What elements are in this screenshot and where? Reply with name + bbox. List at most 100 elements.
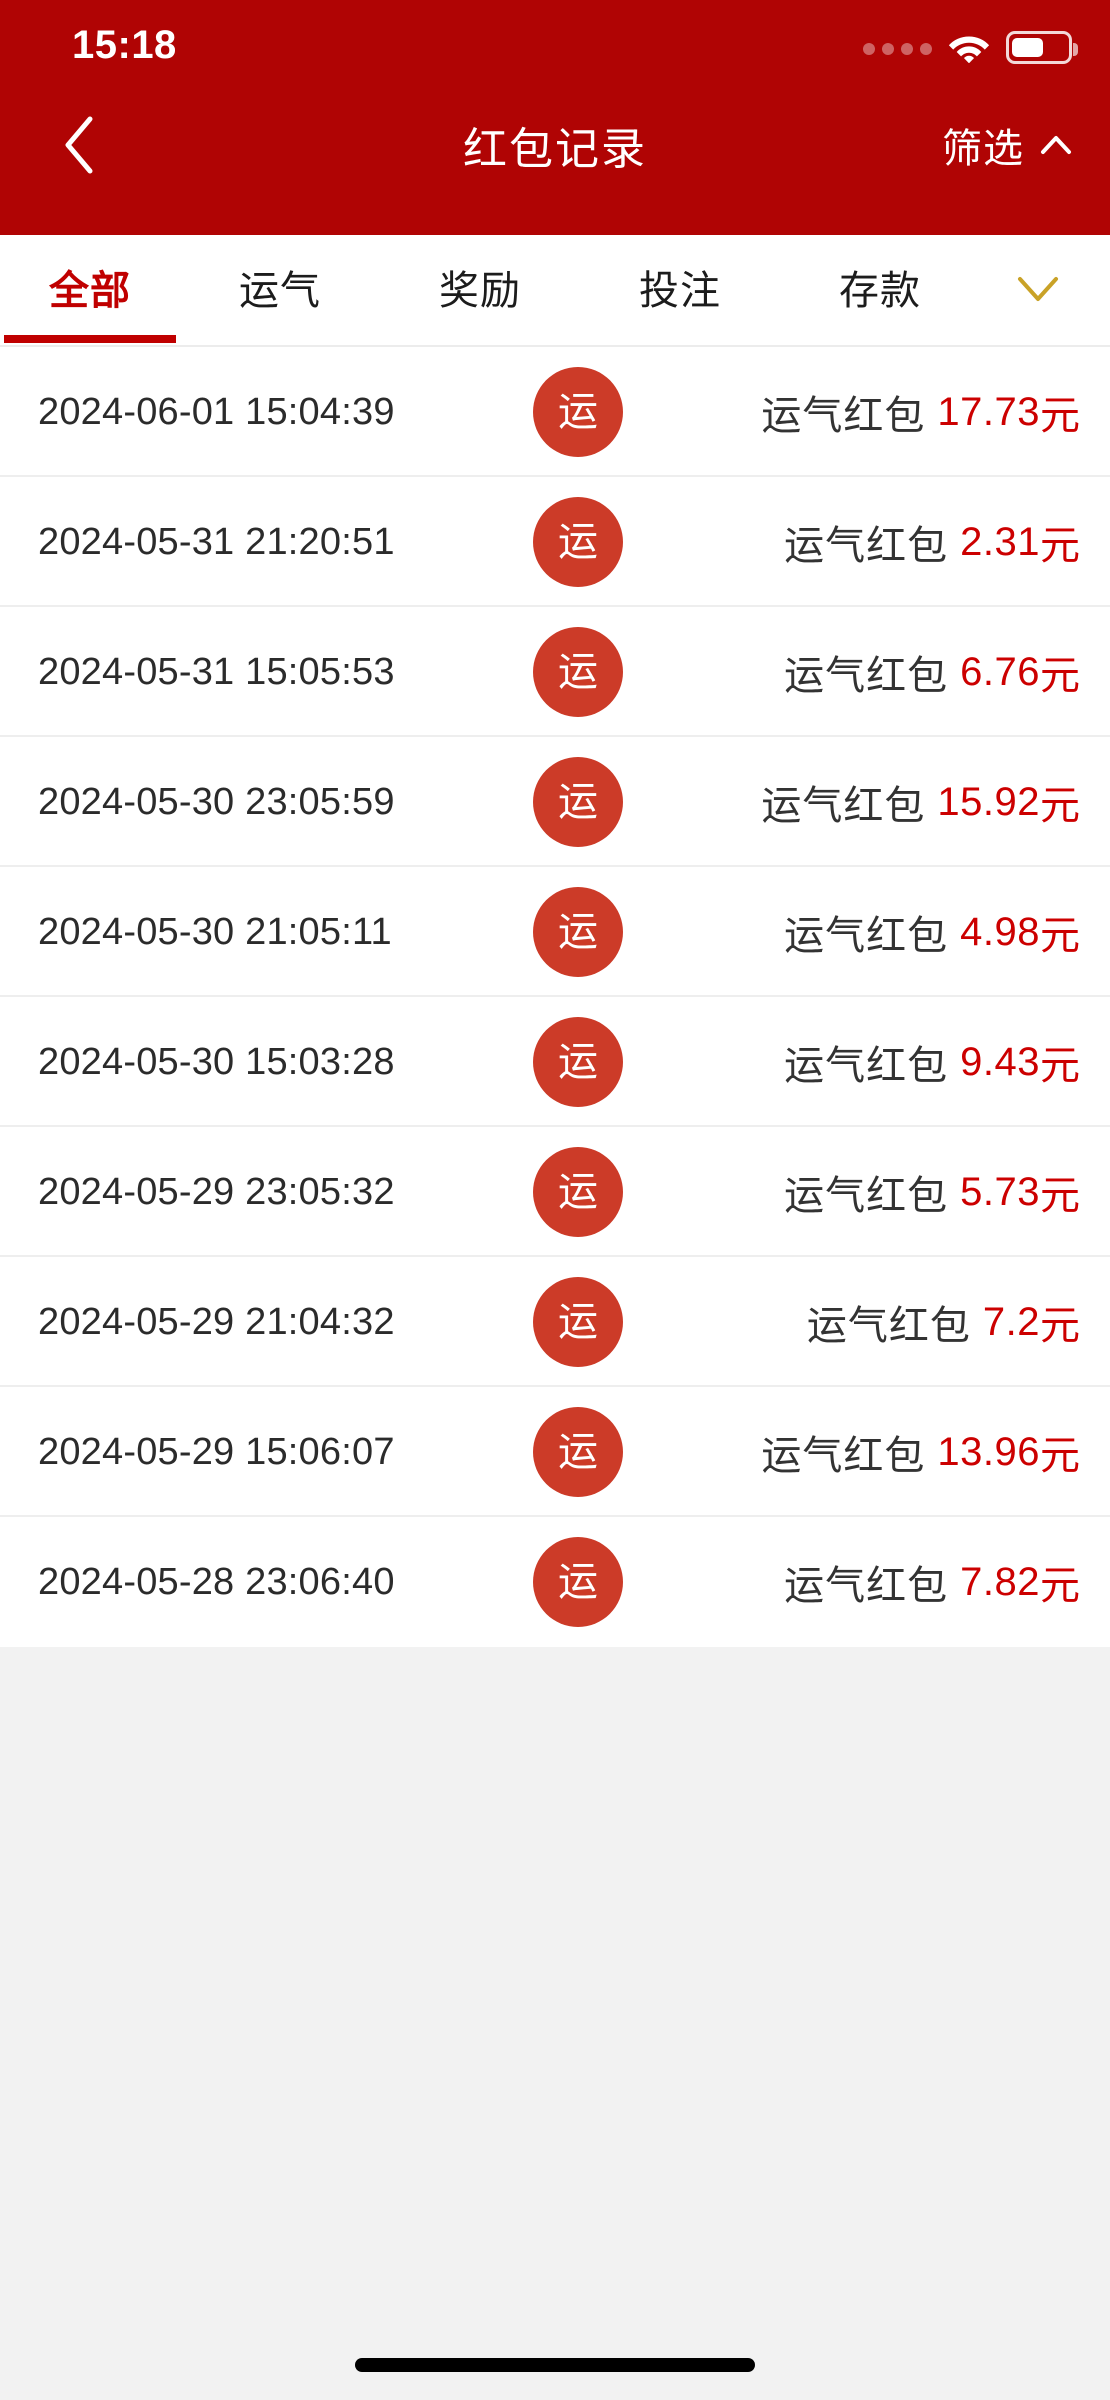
tab-all-label: 全部 xyxy=(49,269,131,313)
record-amount-group: 运气红包 6.76 元 xyxy=(784,607,1080,737)
record-row[interactable]: 2024-05-31 21:20:51 运 运气红包 2.31 元 xyxy=(0,477,1110,607)
back-button[interactable] xyxy=(34,90,124,200)
record-label: 运气红包 xyxy=(806,1304,971,1348)
record-amount: 17.73 xyxy=(937,389,1040,434)
tab-luck-label: 运气 xyxy=(239,269,321,313)
record-amount: 13.96 xyxy=(937,1429,1040,1474)
record-amount-group: 运气红包 13.96 元 xyxy=(761,1387,1080,1517)
record-row[interactable]: 2024-05-30 21:05:11 运 运气红包 4.98 元 xyxy=(0,867,1110,997)
record-row[interactable]: 2024-05-31 15:05:53 运 运气红包 6.76 元 xyxy=(0,607,1110,737)
tab-reward-label: 奖励 xyxy=(439,269,521,313)
record-amount: 7.2 xyxy=(982,1299,1040,1344)
tab-all[interactable]: 全部 xyxy=(0,235,180,343)
record-label: 运气红包 xyxy=(761,1434,926,1478)
nav-bar: 红包记录 筛选 xyxy=(0,90,1110,200)
record-label: 运气红包 xyxy=(784,1174,949,1218)
chevron-down-icon xyxy=(1018,277,1058,301)
record-amount-unit: 元 xyxy=(1040,914,1080,958)
home-indicator[interactable] xyxy=(355,2358,755,2372)
record-list: 2024-06-01 15:04:39 运运气红包 17.73 元 2024-05-31… xyxy=(0,347,1110,1647)
record-type-badge-icon: 运 xyxy=(533,757,623,847)
record-amount: 7.82 xyxy=(960,1559,1040,1604)
record-datetime: 2024-05-29 15:06:07 xyxy=(38,1430,395,1473)
record-type-badge-icon: 运 xyxy=(533,887,623,977)
record-amount-group: 运气红包 5.73 元 xyxy=(784,1127,1080,1257)
record-type-badge-icon: 运 xyxy=(533,1407,623,1497)
record-amount-group: 运气红包 7.2 元 xyxy=(807,1257,1080,1387)
record-row[interactable]: 2024-06-01 15:04:39 运 运气红包 17.73 元 xyxy=(0,347,1110,477)
record-datetime: 2024-05-31 15:05:53 xyxy=(38,650,395,693)
record-label: 运气红包 xyxy=(784,654,949,698)
record-label: 运气红包 xyxy=(784,1044,949,1088)
record-label: 运气红包 xyxy=(761,784,926,828)
record-datetime: 2024-05-30 15:03:28 xyxy=(38,1040,395,1083)
record-amount-unit: 元 xyxy=(1040,1044,1080,1088)
tab-luck[interactable]: 运气 xyxy=(180,235,380,343)
battery-icon xyxy=(1006,30,1078,64)
record-amount-unit: 元 xyxy=(1040,1434,1080,1478)
record-row[interactable]: 2024-05-29 15:06:07 运 运气红包 13.96 元 xyxy=(0,1387,1110,1517)
record-type-badge-icon: 运 xyxy=(533,1017,623,1107)
record-datetime: 2024-05-30 23:05:59 xyxy=(38,780,395,823)
tab-expand-button[interactable] xyxy=(982,235,1094,343)
record-type-badge-icon: 运 xyxy=(533,1537,623,1627)
record-amount-unit: 元 xyxy=(1040,1564,1080,1608)
footer-area xyxy=(0,2307,1110,2400)
record-row[interactable]: 2024-05-30 23:05:59 运 运气红包 15.92 元 xyxy=(0,737,1110,867)
record-amount-group: 运气红包 17.73 元 xyxy=(761,347,1080,477)
record-label: 运气红包 xyxy=(784,914,949,958)
record-amount-group: 运气红包 15.92 元 xyxy=(761,737,1080,867)
record-amount-group: 运气红包 7.82 元 xyxy=(784,1517,1080,1647)
record-amount-unit: 元 xyxy=(1040,1174,1080,1218)
record-datetime: 2024-05-28 23:06:40 xyxy=(38,1560,395,1603)
status-bar: 15:18 xyxy=(0,0,1110,90)
chevron-up-icon xyxy=(1041,136,1071,154)
tab-deposit[interactable]: 存款 xyxy=(780,235,980,343)
tab-active-underline xyxy=(4,335,176,343)
record-label: 运气红包 xyxy=(784,524,949,568)
filter-label: 筛选 xyxy=(942,127,1024,171)
page-title: 红包记录 xyxy=(463,125,647,174)
tab-reward[interactable]: 奖励 xyxy=(380,235,580,343)
tab-bet-label: 投注 xyxy=(639,269,721,313)
wifi-icon xyxy=(948,31,990,63)
record-type-badge-icon: 运 xyxy=(533,627,623,717)
record-type-badge-icon: 运 xyxy=(533,1147,623,1237)
app-header: 15:18 红包记 xyxy=(0,0,1110,235)
record-row[interactable]: 2024-05-28 23:06:40 运 运气红包 7.82 元 xyxy=(0,1517,1110,1647)
record-row[interactable]: 2024-05-29 21:04:32 运 运气红包 7.2 元 xyxy=(0,1257,1110,1387)
record-datetime: 2024-06-01 15:04:39 xyxy=(38,390,395,433)
record-amount: 6.76 xyxy=(960,649,1040,694)
status-bar-indicators xyxy=(863,26,1078,68)
record-amount-group: 运气红包 2.31 元 xyxy=(784,477,1080,607)
record-type-badge-icon: 运 xyxy=(533,367,623,457)
record-label: 运气红包 xyxy=(784,1564,949,1608)
tab-deposit-label: 存款 xyxy=(839,269,921,313)
record-amount: 5.73 xyxy=(960,1169,1040,1214)
record-amount-unit: 元 xyxy=(1040,654,1080,698)
record-datetime: 2024-05-31 21:20:51 xyxy=(38,520,395,563)
tab-list: 全部 运气 奖励 投注 存款 xyxy=(0,235,980,343)
signal-dots-icon xyxy=(863,39,932,55)
tab-bar: 全部 运气 奖励 投注 存款 xyxy=(0,235,1110,347)
record-datetime: 2024-05-29 23:05:32 xyxy=(38,1170,395,1213)
status-bar-time: 15:18 xyxy=(72,23,177,67)
record-amount-unit: 元 xyxy=(1040,1304,1080,1348)
record-amount-unit: 元 xyxy=(1040,524,1080,568)
record-amount-unit: 元 xyxy=(1040,784,1080,828)
record-amount: 15.92 xyxy=(937,779,1040,824)
record-datetime: 2024-05-30 21:05:11 xyxy=(38,910,392,953)
record-datetime: 2024-05-29 21:04:32 xyxy=(38,1300,395,1343)
record-type-badge-icon: 运 xyxy=(533,497,623,587)
tab-bet[interactable]: 投注 xyxy=(580,235,780,343)
record-label: 运气红包 xyxy=(761,394,926,438)
record-amount: 4.98 xyxy=(960,909,1040,954)
chevron-left-icon xyxy=(65,116,93,174)
record-amount: 9.43 xyxy=(960,1039,1040,1084)
record-row[interactable]: 2024-05-29 23:05:32 运 运气红包 5.73 元 xyxy=(0,1127,1110,1257)
record-amount-group: 运气红包 4.98 元 xyxy=(784,867,1080,997)
filter-button[interactable]: 筛选 xyxy=(932,90,1084,200)
record-row[interactable]: 2024-05-30 15:03:28 运 运气红包 9.43 元 xyxy=(0,997,1110,1127)
record-amount-group: 运气红包 9.43 元 xyxy=(784,997,1080,1127)
